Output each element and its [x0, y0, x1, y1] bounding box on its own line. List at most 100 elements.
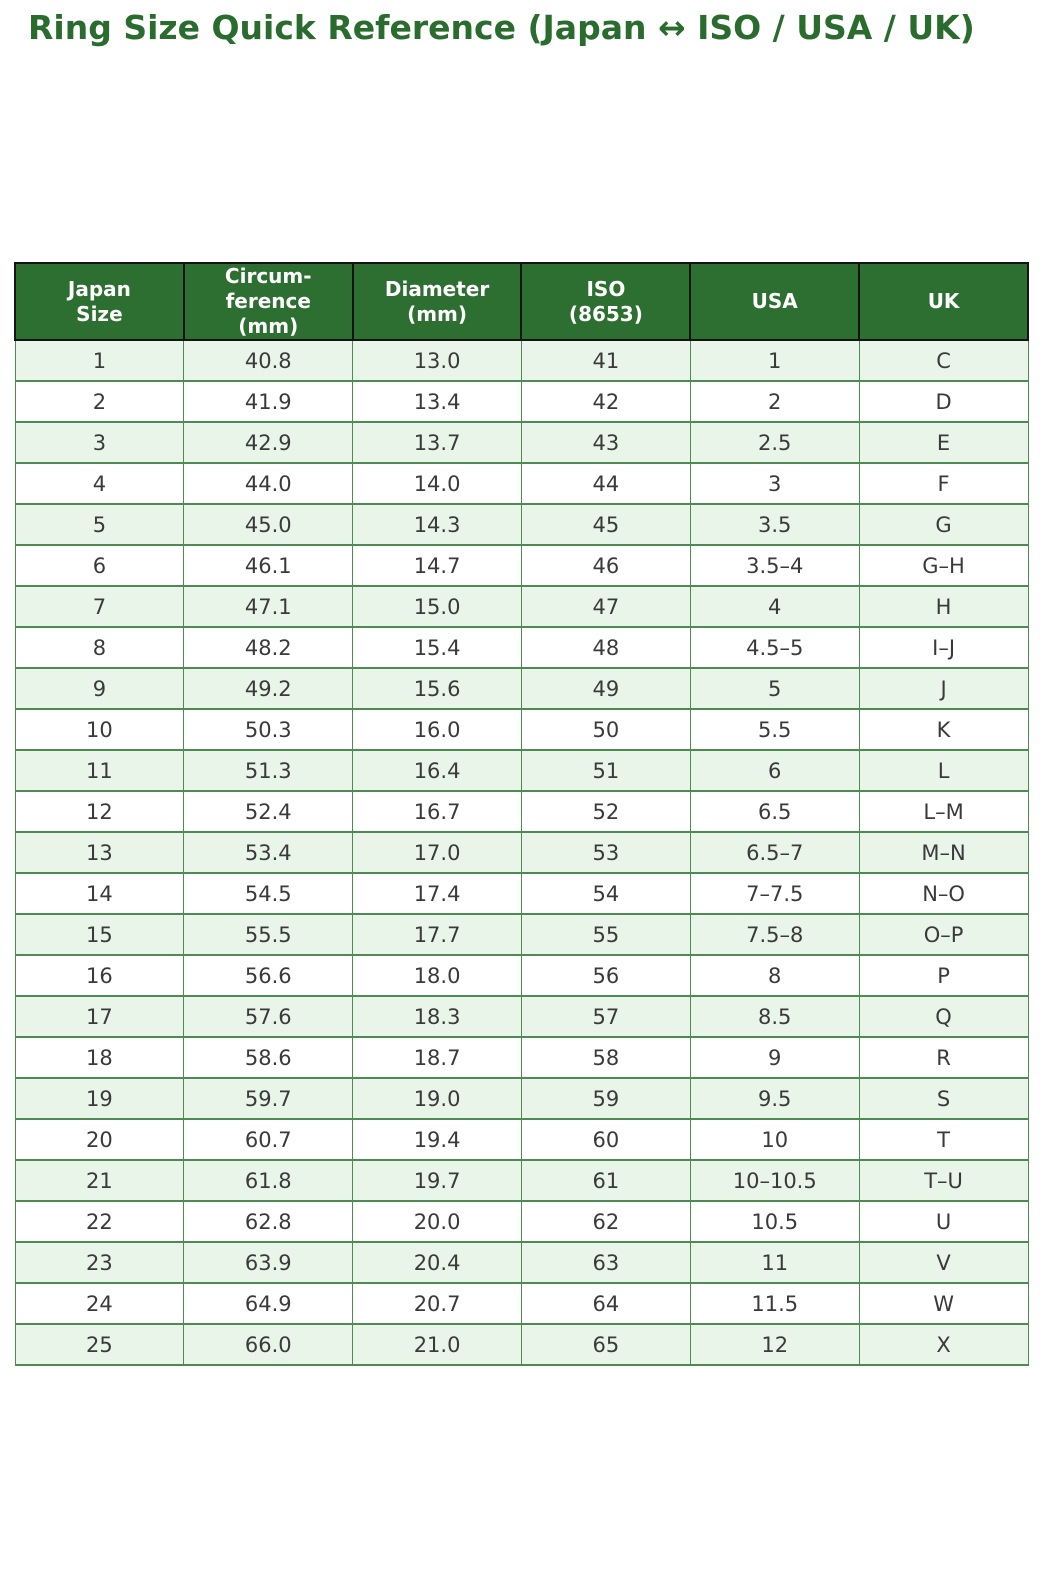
cell: T: [858, 1118, 1029, 1161]
table-row: 18 58.6 18.7 58 9 R: [14, 1036, 1029, 1079]
cell: 10–10.5: [689, 1159, 860, 1202]
cell: 40.8: [183, 339, 354, 382]
cell: I–J: [858, 626, 1029, 669]
ring-size-table: Japan Size Circum- ference (mm) Diameter…: [14, 262, 1029, 1366]
table-row: 9 49.2 15.6 49 5 J: [14, 667, 1029, 710]
cell: V: [858, 1241, 1029, 1284]
cell: 22: [14, 1200, 185, 1243]
table-row: 8 48.2 15.4 48 4.5–5 I–J: [14, 626, 1029, 669]
cell: 60: [520, 1118, 691, 1161]
cell: 62: [520, 1200, 691, 1243]
cell: 20.4: [352, 1241, 522, 1284]
cell: X: [858, 1323, 1029, 1366]
cell: 10: [14, 708, 185, 751]
cell: N–O: [858, 872, 1029, 915]
cell: 48: [520, 626, 691, 669]
cell: 1: [14, 339, 185, 382]
table-row: 23 63.9 20.4 63 11 V: [14, 1241, 1029, 1284]
cell: 49.2: [183, 667, 354, 710]
cell: 16.4: [352, 749, 522, 792]
cell: 46: [520, 544, 691, 587]
table-row: 4 44.0 14.0 44 3 F: [14, 462, 1029, 505]
cell: 5.5: [689, 708, 860, 751]
cell: 25: [14, 1323, 185, 1366]
table-row: 6 46.1 14.7 46 3.5–4 G–H: [14, 544, 1029, 587]
table-row: 25 66.0 21.0 65 12 X: [14, 1323, 1029, 1366]
cell: 2: [14, 380, 185, 423]
cell: 44.0: [183, 462, 354, 505]
cell: 15.0: [352, 585, 522, 628]
cell: 45: [520, 503, 691, 546]
column-header-circumference: Circum- ference (mm): [182, 262, 354, 341]
cell: 49: [520, 667, 691, 710]
cell: 55.5: [183, 913, 354, 956]
cell: 15.4: [352, 626, 522, 669]
cell: 57: [520, 995, 691, 1038]
cell: 11: [689, 1241, 860, 1284]
cell: 13.0: [352, 339, 522, 382]
cell: 18.3: [352, 995, 522, 1038]
cell: 3: [689, 462, 860, 505]
cell: J: [858, 667, 1029, 710]
cell: O–P: [858, 913, 1029, 956]
table-row: 17 57.6 18.3 57 8.5 Q: [14, 995, 1029, 1038]
cell: 47: [520, 585, 691, 628]
table-row: 21 61.8 19.7 61 10–10.5 T–U: [14, 1159, 1029, 1202]
cell: 64: [520, 1282, 691, 1325]
cell: 21.0: [352, 1323, 522, 1366]
table-row: 12 52.4 16.7 52 6.5 L–M: [14, 790, 1029, 833]
table-row: 1 40.8 13.0 41 1 C: [14, 339, 1029, 382]
cell: 59: [520, 1077, 691, 1120]
cell: 66.0: [183, 1323, 354, 1366]
cell: 45.0: [183, 503, 354, 546]
cell: R: [858, 1036, 1029, 1079]
cell: 13.4: [352, 380, 522, 423]
cell: P: [858, 954, 1029, 997]
cell: C: [858, 339, 1029, 382]
cell: 14.3: [352, 503, 522, 546]
table-row: 2 41.9 13.4 42 2 D: [14, 380, 1029, 423]
cell: 52.4: [183, 790, 354, 833]
cell: 52: [520, 790, 691, 833]
cell: 14.0: [352, 462, 522, 505]
cell: 17.0: [352, 831, 522, 874]
cell: 24: [14, 1282, 185, 1325]
cell: K: [858, 708, 1029, 751]
cell: 7: [14, 585, 185, 628]
table-row: 20 60.7 19.4 60 10 T: [14, 1118, 1029, 1161]
table-row: 13 53.4 17.0 53 6.5–7 M–N: [14, 831, 1029, 874]
cell: 3: [14, 421, 185, 464]
table-row: 24 64.9 20.7 64 11.5 W: [14, 1282, 1029, 1325]
cell: 53.4: [183, 831, 354, 874]
cell: 47.1: [183, 585, 354, 628]
cell: F: [858, 462, 1029, 505]
cell: 13.7: [352, 421, 522, 464]
cell: 42: [520, 380, 691, 423]
table-body: 1 40.8 13.0 41 1 C 2 41.9 13.4 42 2 D 3 42.9 13.7 43 2.5…: [14, 339, 1029, 1366]
cell: 12: [14, 790, 185, 833]
cell: 4: [14, 462, 185, 505]
cell: 5: [689, 667, 860, 710]
table-header: Japan Size Circum- ference (mm) Diameter…: [14, 262, 1029, 341]
cell: 5: [14, 503, 185, 546]
cell: 6.5: [689, 790, 860, 833]
cell: 20.0: [352, 1200, 522, 1243]
cell: 20: [14, 1118, 185, 1161]
cell: 51: [520, 749, 691, 792]
header-row: Japan Size Circum- ference (mm) Diameter…: [14, 262, 1029, 341]
cell: 17: [14, 995, 185, 1038]
column-header-uk: UK: [858, 262, 1029, 341]
cell: 7.5–8: [689, 913, 860, 956]
cell: L: [858, 749, 1029, 792]
table-row: 10 50.3 16.0 50 5.5 K: [14, 708, 1029, 751]
cell: 61.8: [183, 1159, 354, 1202]
table-row: 11 51.3 16.4 51 6 L: [14, 749, 1029, 792]
cell: 14: [14, 872, 185, 915]
table-row: 5 45.0 14.3 45 3.5 G: [14, 503, 1029, 546]
cell: 43: [520, 421, 691, 464]
cell: S: [858, 1077, 1029, 1120]
column-header-usa: USA: [689, 262, 861, 341]
cell: 9.5: [689, 1077, 860, 1120]
cell: 15.6: [352, 667, 522, 710]
cell: 1: [689, 339, 860, 382]
